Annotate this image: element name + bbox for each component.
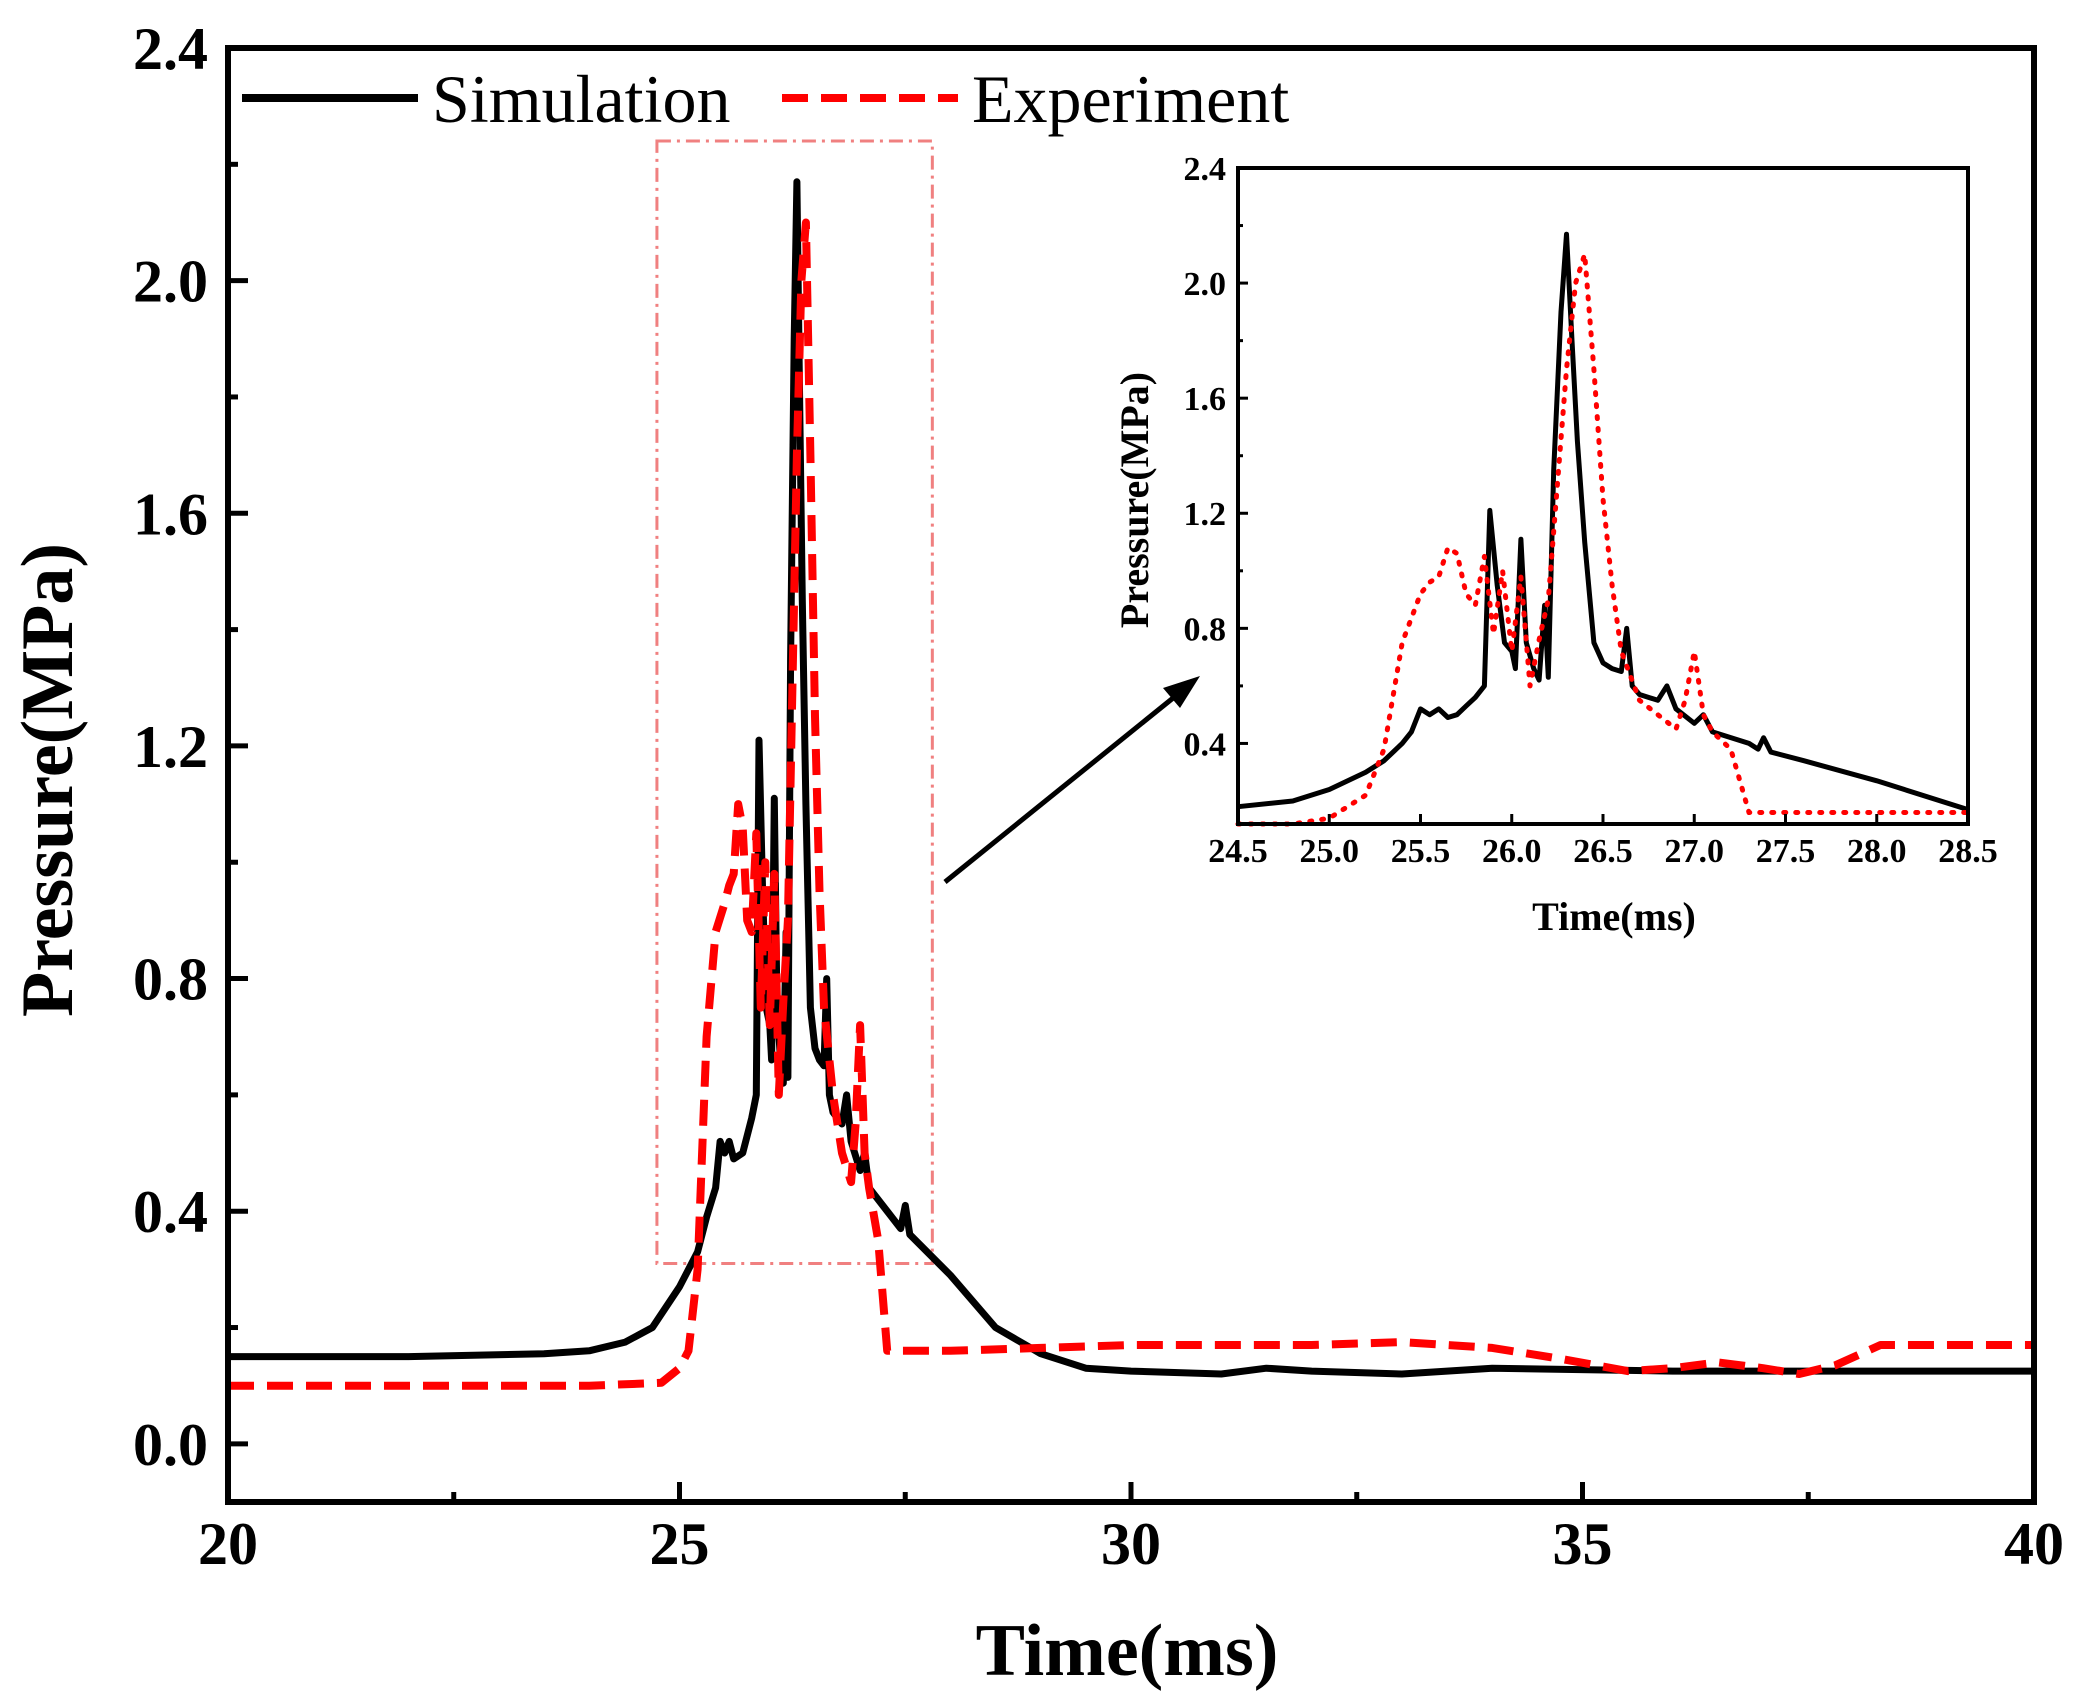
main-x-tick-label: 35 (1553, 1511, 1613, 1577)
inset-plot: 24.5 25.0 25.5 26.0 26.5 27.0 27.5 28.0 28.5 0.4 0… (1112, 151, 1998, 939)
inset-series-simulation (1237, 231, 1969, 812)
main-y-tick-label: 0.4 (133, 1179, 208, 1245)
zoom-arrow (943, 676, 1200, 884)
inset-x-tick-label: 28.5 (1938, 833, 1998, 870)
main-x-tick-label: 20 (198, 1511, 258, 1577)
inset-x-tick-label: 24.5 (1208, 833, 1268, 870)
inset-y-tick-label: 0.8 (1184, 611, 1227, 648)
zoom-region-box (655, 139, 934, 1266)
legend: Simulation Experiment (242, 61, 1289, 137)
legend-label-experiment: Experiment (972, 61, 1289, 137)
inset-series-layer (1235, 168, 1971, 827)
main-y-tick-label: 1.2 (133, 714, 208, 780)
inset-x-tick-label: 28.0 (1847, 833, 1907, 870)
inset-axes-layer: 24.5 25.0 25.5 26.0 26.5 27.0 27.5 28.0 28.5 0.4 0… (1184, 151, 1998, 870)
main-plot: 20 25 30 35 40 0.0 0.4 0.8 1.2 1.6 2.0 2.4 Time(ms)… (7, 16, 2064, 1692)
main-y-tick-label: 0.8 (133, 947, 208, 1013)
main-series-layer (228, 178, 2034, 1390)
inset-y-tick-label: 2.0 (1184, 266, 1227, 303)
zoom-arrowhead (1163, 676, 1200, 708)
inset-x-tick-label: 27.5 (1756, 833, 1816, 870)
inset-x-axis-title: Time(ms) (1532, 894, 1696, 939)
main-y-tick-label: 1.6 (133, 481, 208, 547)
inset-y-tick-label: 0.4 (1184, 726, 1227, 763)
inset-x-tick-label: 26.0 (1482, 833, 1542, 870)
inset-y-tick-label: 2.4 (1184, 151, 1227, 188)
inset-y-tick-label: 1.6 (1184, 381, 1227, 418)
main-y-tick-label: 2.0 (133, 249, 208, 315)
zoom-arrow-line (943, 688, 1185, 884)
main-series-experiment (228, 218, 2034, 1390)
main-y-axis-title: Pressure(MPa) (7, 543, 89, 1017)
main-x-tick-label: 25 (650, 1511, 710, 1577)
main-y-tick-label: 2.4 (133, 16, 208, 82)
zoom-region-layer (655, 139, 934, 1266)
inset-background (1238, 168, 1968, 824)
inset-x-tick-label: 26.5 (1573, 833, 1633, 870)
main-x-axis-title: Time(ms) (976, 1610, 1279, 1692)
main-axes-layer: 20 25 30 35 40 0.0 0.4 0.8 1.2 1.6 2.0 2.4 (133, 16, 2064, 1577)
inset-x-tick-label: 25.0 (1300, 833, 1360, 870)
main-x-tick-label: 30 (1101, 1511, 1161, 1577)
main-x-tick-label: 40 (2004, 1511, 2064, 1577)
inset-x-tick-label: 25.5 (1391, 833, 1451, 870)
inset-series-experiment (1235, 251, 1971, 827)
legend-label-simulation: Simulation (432, 61, 730, 137)
inset-y-axis-title: Pressure(MPa) (1112, 372, 1157, 628)
main-y-tick-label: 0.0 (133, 1412, 208, 1478)
inset-y-tick-label: 1.2 (1184, 496, 1227, 533)
inset-x-tick-label: 27.0 (1665, 833, 1725, 870)
